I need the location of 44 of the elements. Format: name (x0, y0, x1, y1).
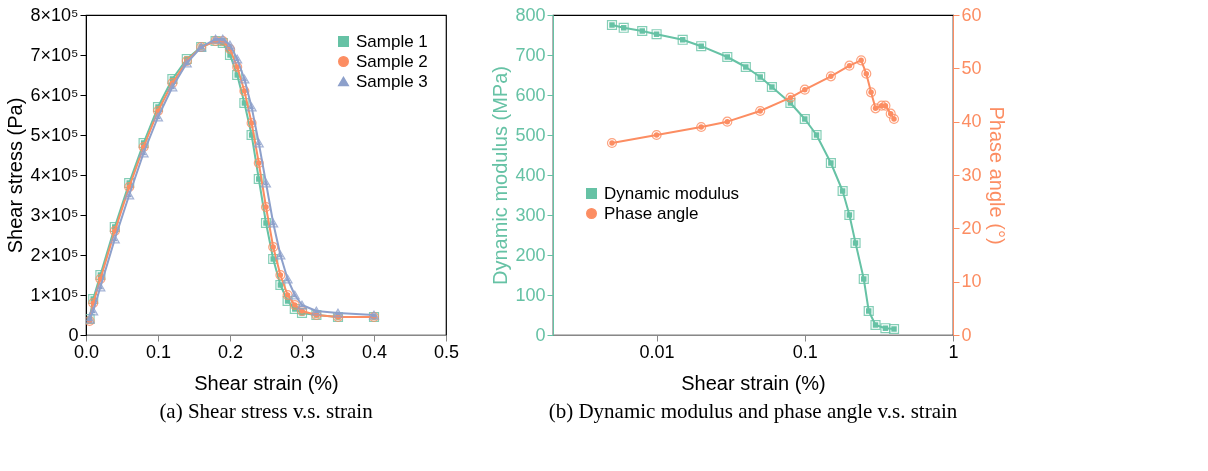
y-tick-label: 100 (515, 284, 546, 305)
y-axis-title: Shear stress (Pa) (4, 97, 27, 254)
y-tick-label: 800 (515, 4, 546, 25)
text: (a) Shear stress v.s. strain (159, 399, 374, 423)
legend-label: Phase angle (604, 203, 699, 223)
y-tick-label: 2×10⁵ (30, 244, 79, 265)
y-axis-title: Dynamic modulus (MPa) (489, 66, 512, 285)
y-tick-label: 4×10⁵ (30, 164, 79, 185)
y-tick-label: 6×10⁵ (30, 84, 79, 105)
text: (b) Dynamic modulus and phase angle v.s. strain (548, 399, 958, 423)
x-tick-label: 0.01 (639, 341, 675, 362)
y2-tick-label: 60 (961, 4, 982, 25)
y-tick-label: 5×10⁵ (30, 124, 79, 145)
y2-tick-label: 40 (961, 111, 982, 132)
x-tick-label: 1 (948, 341, 959, 362)
y-tick-label: 300 (515, 204, 546, 225)
y2-tick-label: 20 (961, 217, 982, 238)
x-axis-title: Shear strain (%) (194, 371, 339, 394)
x-tick-label: 0.1 (145, 341, 172, 362)
y-tick-label: 400 (515, 164, 546, 185)
y-tick-label: 7×10⁵ (30, 44, 79, 65)
y-tick-label: 0 (535, 324, 546, 345)
y2-axis-title: Phase angle (°) (985, 106, 1008, 245)
x-axis-title: Shear strain (%) (681, 371, 826, 394)
y2-tick-label: 30 (961, 164, 982, 185)
legend-label: Sample 1 (356, 31, 428, 51)
x-tick-label: 0.5 (433, 341, 460, 362)
legend-label: Dynamic modulus (604, 183, 740, 203)
y2-tick-label: 50 (961, 57, 982, 78)
x-tick-label: 0.4 (361, 341, 388, 362)
y-tick-label: 700 (515, 44, 546, 65)
legend-label: Sample 3 (356, 71, 428, 91)
y-tick-label: 1×10⁵ (30, 284, 79, 305)
y-tick-label: 200 (515, 244, 546, 265)
y2-tick-label: 0 (961, 324, 972, 345)
y-tick-label: 600 (515, 84, 546, 105)
x-tick-label: 0.3 (289, 341, 316, 362)
y-tick-label: 500 (515, 124, 546, 145)
y-tick-label: 8×10⁵ (30, 4, 79, 25)
x-tick-label: 0.1 (792, 341, 818, 362)
x-tick-label: 0.2 (217, 341, 244, 362)
legend-label: Sample 2 (356, 51, 428, 71)
y-tick-label: 3×10⁵ (30, 204, 79, 225)
y2-tick-label: 10 (961, 271, 982, 292)
